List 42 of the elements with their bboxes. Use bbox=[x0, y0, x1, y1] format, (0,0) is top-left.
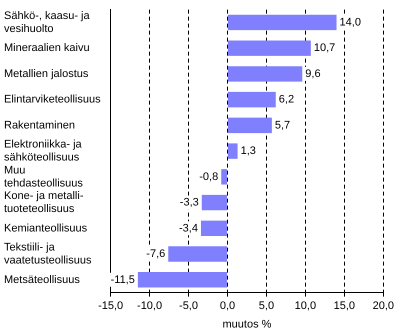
data-label: 5,7 bbox=[274, 119, 290, 132]
x-tick-label: 10,0 bbox=[294, 300, 316, 312]
bar bbox=[200, 220, 227, 236]
bar bbox=[228, 66, 302, 82]
y-tick-label: Sähkö-, kaasu- ja vesihuolto bbox=[4, 10, 90, 36]
data-label: -11,5 bbox=[110, 274, 135, 286]
data-label: 10,7 bbox=[314, 42, 336, 54]
y-tick-label: Muu tehdasteollisuus bbox=[4, 164, 84, 190]
y-tick-label: Metallien jalostus bbox=[4, 68, 89, 80]
x-tick-label: -15,0 bbox=[98, 300, 124, 312]
data-label: 9,6 bbox=[305, 68, 321, 80]
y-tick-label: Elektroniikka- ja sähköteollisuus bbox=[4, 138, 83, 164]
bar bbox=[221, 169, 227, 185]
x-tick-label: -5,0 bbox=[179, 300, 198, 312]
data-label: -3,4 bbox=[179, 222, 198, 234]
bar bbox=[202, 194, 227, 210]
data-label: 6,2 bbox=[278, 94, 294, 106]
data-label: -7,6 bbox=[146, 248, 166, 260]
y-tick-label: Mineraalien kaivu bbox=[4, 42, 90, 54]
bar bbox=[168, 246, 227, 262]
x-tick-label: 0,0 bbox=[220, 300, 236, 312]
y-tick-label: Tekstiili- ja vaatetusteollisuus bbox=[4, 241, 92, 267]
x-tick-label: 15,0 bbox=[334, 300, 356, 312]
y-tick-label: Metsäteollisuus bbox=[4, 274, 80, 286]
bar bbox=[228, 14, 337, 30]
x-axis-title: muutos % bbox=[222, 318, 272, 330]
bar bbox=[138, 272, 227, 288]
x-tick-label: 5,0 bbox=[258, 300, 274, 312]
y-tick-label: Rakentaminen bbox=[4, 119, 75, 132]
bar bbox=[228, 40, 311, 56]
bar bbox=[228, 92, 276, 108]
bar bbox=[228, 143, 238, 159]
y-tick-label: Elintarviketeollisuus bbox=[4, 94, 102, 106]
data-label: 14,0 bbox=[340, 16, 361, 28]
data-label: -0,8 bbox=[199, 170, 218, 183]
y-tick-label: Kemianteollisuus bbox=[4, 222, 88, 234]
x-tick-label: 20,0 bbox=[372, 300, 394, 312]
y-tick-label: Kone- ja metalli- tuoteteollisuus bbox=[4, 190, 84, 216]
data-label: -3,3 bbox=[180, 196, 199, 209]
data-label: 1,3 bbox=[240, 145, 256, 158]
bar bbox=[228, 118, 272, 134]
x-tick-label: -10,0 bbox=[137, 300, 162, 312]
